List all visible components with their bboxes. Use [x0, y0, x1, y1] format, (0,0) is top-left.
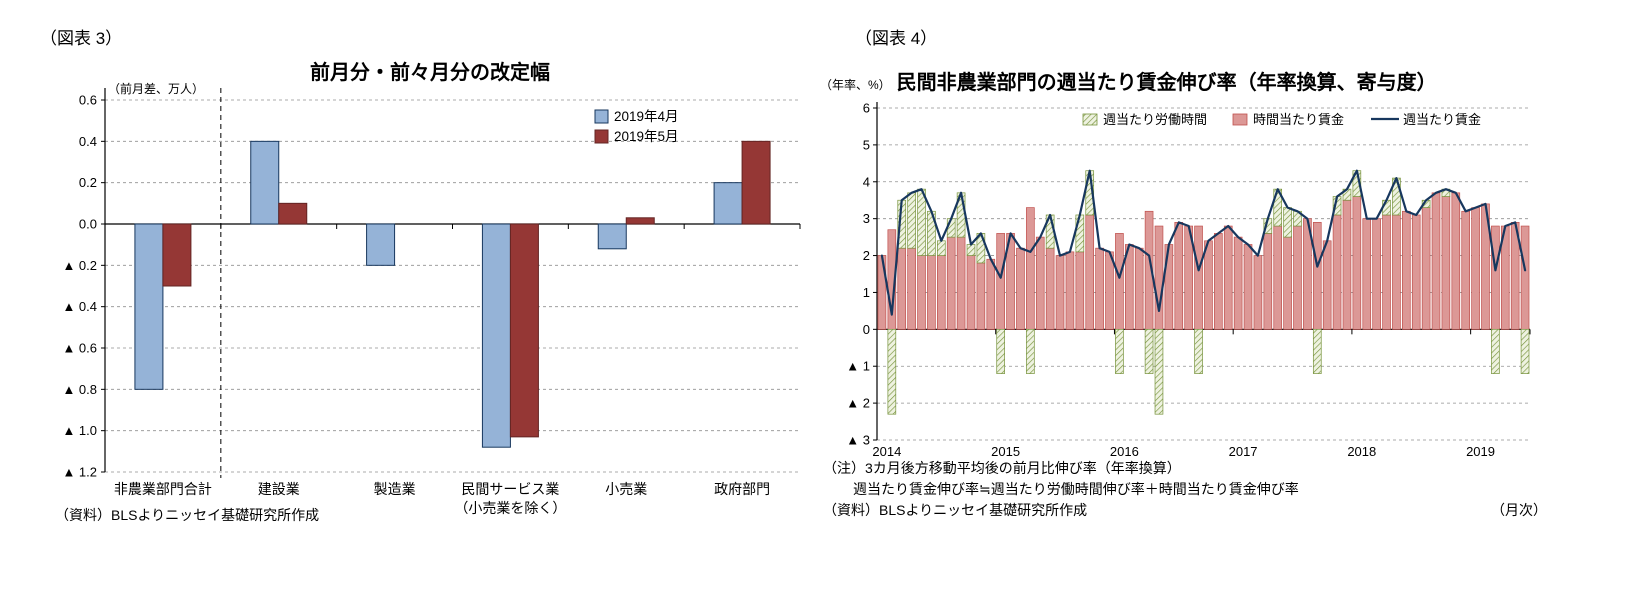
- svg-text:2: 2: [863, 248, 870, 263]
- fig3-source-note: （資料）BLSよりニッセイ基礎研究所作成: [55, 507, 320, 523]
- svg-text:2019年5月: 2019年5月: [614, 129, 679, 144]
- svg-text:政府部門: 政府部門: [714, 481, 770, 497]
- fig3-revisions-bar-chart: 0.6 0.4 0.2 0.0 ▲ 0.2 ▲ 0.4 ▲ 0.6 ▲ 0.8 ▲ 1.0 ▲ 1…: [62, 88, 801, 516]
- svg-text:建設業: 建設業: [258, 481, 300, 497]
- fig4-note-3: （資料）BLSよりニッセイ基礎研究所作成: [823, 502, 1088, 518]
- svg-text:3: 3: [863, 211, 870, 226]
- fig4-note-2: 週当たり賃金伸び率≒週当たり労働時間伸び率＋時間当たり賃金伸び率: [853, 481, 1299, 497]
- fig4-x-axis-unit-label: （月次）: [1491, 502, 1547, 518]
- svg-text:▲ 0.2: ▲ 0.2: [62, 258, 97, 273]
- fig4-y-axis-unit-label: （年率、%）: [820, 78, 891, 92]
- fig3-panel: （図表 3） 前月分・前々月分の改定幅 （前月差、万人） 0.6 0.4 0.2 0.…: [30, 0, 830, 602]
- svg-text:▲ 1: ▲ 1: [846, 359, 870, 374]
- svg-text:0: 0: [863, 322, 870, 337]
- fig3-chart-title: 前月分・前々月分の改定幅: [310, 62, 550, 84]
- svg-text:▲ 1.0: ▲ 1.0: [62, 423, 97, 438]
- fig4-notes: （注）3カ月後方移動平均後の前月比伸び率（年率換算） 週当たり賃金伸び率≒週当た…: [823, 458, 1299, 521]
- svg-text:製造業: 製造業: [374, 481, 416, 497]
- svg-text:2014: 2014: [872, 444, 901, 459]
- svg-text:小売業: 小売業: [605, 481, 647, 497]
- svg-text:時間当たり賃金: 時間当たり賃金: [1253, 112, 1344, 127]
- svg-text:2015: 2015: [991, 444, 1020, 459]
- svg-text:▲ 0.6: ▲ 0.6: [62, 341, 97, 356]
- svg-text:2019: 2019: [1466, 444, 1495, 459]
- svg-text:▲ 3: ▲ 3: [846, 433, 870, 448]
- svg-text:0.4: 0.4: [79, 134, 97, 149]
- svg-text:2017: 2017: [1229, 444, 1258, 459]
- svg-text:週当たり労働時間: 週当たり労働時間: [1103, 112, 1207, 127]
- fig4-note-1: （注）3カ月後方移動平均後の前月比伸び率（年率換算）: [823, 460, 1181, 476]
- fig3-y-axis-unit-label: （前月差、万人）: [108, 82, 205, 96]
- svg-text:2019年4月: 2019年4月: [614, 109, 679, 124]
- svg-text:4: 4: [863, 174, 870, 189]
- fig4-chart-title: 民間非農業部門の週当たり賃金伸び率（年率換算、寄与度）: [896, 72, 1437, 94]
- svg-text:2018: 2018: [1347, 444, 1376, 459]
- fig4-title-row: （年率、%） 民間非農業部門の週当たり賃金伸び率（年率換算、寄与度）: [820, 66, 1437, 95]
- svg-text:0.0: 0.0: [79, 217, 97, 232]
- svg-text:0.6: 0.6: [79, 93, 97, 108]
- svg-text:（小売業を除く）: （小売業を除く）: [454, 500, 566, 516]
- fig3-panel-label: （図表 3）: [40, 29, 123, 48]
- fig4-panel-label: （図表 4）: [855, 29, 938, 48]
- svg-text:週当たり賃金: 週当たり賃金: [1403, 112, 1481, 127]
- svg-text:▲ 0.8: ▲ 0.8: [62, 382, 97, 397]
- svg-text:6: 6: [863, 101, 870, 116]
- fig4-panel: （図表 4） （年率、%） 民間非農業部門の週当たり賃金伸び率（年率換算、寄与度…: [815, 0, 1629, 602]
- svg-text:▲ 0.4: ▲ 0.4: [62, 299, 97, 314]
- svg-text:1: 1: [863, 285, 870, 300]
- svg-text:非農業部門合計: 非農業部門合計: [114, 481, 212, 497]
- svg-text:民間サービス業: 民間サービス業: [461, 481, 559, 497]
- svg-text:2016: 2016: [1110, 444, 1139, 459]
- svg-text:▲ 2: ▲ 2: [846, 396, 870, 411]
- svg-text:0.2: 0.2: [79, 175, 97, 190]
- svg-text:▲ 1.2: ▲ 1.2: [62, 465, 97, 480]
- svg-text:5: 5: [863, 137, 870, 152]
